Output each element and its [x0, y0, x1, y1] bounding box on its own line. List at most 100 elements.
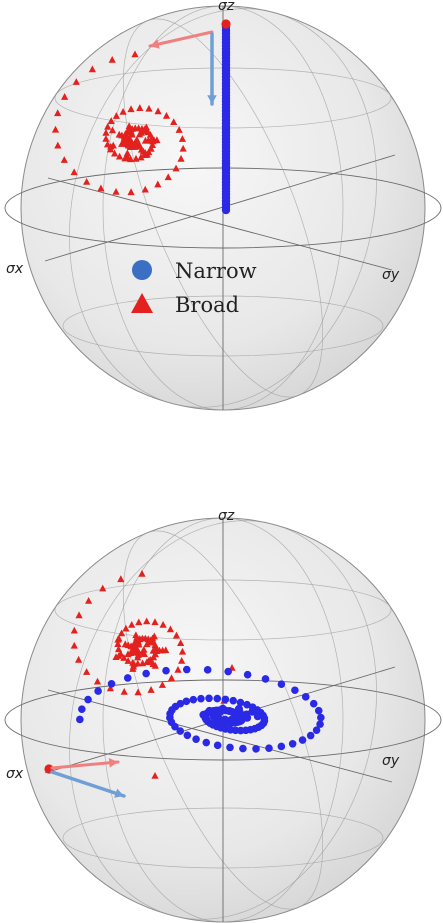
narrow-circle-point — [291, 686, 299, 695]
narrow-circle-point — [205, 706, 214, 715]
narrow-circle-point — [301, 693, 310, 701]
narrow-circle-point — [78, 705, 86, 713]
broad-triangle-point — [60, 156, 68, 163]
broad-triangle-point — [93, 677, 102, 685]
broad-triangle-point — [175, 126, 183, 133]
broad-triangle-point — [54, 141, 62, 149]
broad-triangle-point — [179, 144, 187, 152]
broad-triangle-point — [154, 107, 162, 115]
broad-triangle-point — [106, 684, 114, 692]
arrow-head — [150, 39, 160, 49]
bottom-axis-label-z: σz — [218, 508, 235, 524]
broad-triangle-point — [135, 618, 143, 626]
narrow-circle-point — [189, 695, 198, 704]
broad-triangle-point — [119, 107, 127, 115]
broad-triangle-point — [164, 173, 172, 181]
broad-triangle-point — [135, 130, 144, 138]
bottom-axis-label-x: σx — [6, 766, 24, 782]
broad-triangle-point — [122, 624, 130, 632]
legend-broad-triangle-marker — [131, 293, 153, 313]
narrow-circle-point — [199, 710, 208, 719]
narrow-circle-point — [221, 205, 231, 215]
top-narrow-trajectory — [221, 19, 231, 215]
sphere-meridian-c — [69, 8, 377, 408]
broad-triangle-point — [127, 188, 135, 196]
bottom-arrows — [50, 758, 126, 798]
broad-triangle-point — [123, 149, 131, 157]
broad-triangle-point — [172, 631, 181, 639]
arrow-head — [207, 95, 217, 104]
narrow-circle-point — [192, 735, 200, 743]
broad-triangle-point — [148, 141, 157, 149]
broad-triangle-point — [151, 618, 159, 626]
broad-triangle-point — [151, 772, 159, 779]
broad-triangle-point — [114, 635, 122, 643]
narrow-circle-point — [288, 739, 297, 748]
broad-triangle-point — [54, 109, 62, 117]
sphere-meridian-c — [69, 520, 377, 920]
broad-triangle-point — [70, 641, 78, 649]
broad-triangle-point — [114, 640, 122, 647]
broad-triangle-point — [108, 126, 117, 134]
broad-triangle-point — [97, 184, 105, 192]
narrow-circle-point — [317, 713, 325, 722]
narrow-circle-point — [253, 712, 262, 721]
broad-triangle-point — [166, 625, 175, 633]
broad-triangle-point — [72, 78, 80, 85]
narrow-circle-point — [243, 713, 252, 722]
narrow-circle-point — [218, 704, 227, 713]
top-axis-label-z: σz — [218, 0, 235, 14]
broad-triangle-point — [133, 644, 141, 652]
broad-triangle-point — [124, 657, 132, 664]
arrow-head — [108, 758, 118, 768]
broad-triangle-point — [108, 55, 116, 63]
broad-triangle-point — [99, 584, 107, 592]
narrow-circle-point — [314, 706, 323, 715]
broad-triangle-point — [178, 135, 187, 142]
broad-triangle-point — [112, 187, 120, 195]
legend-broad-label: Broad — [175, 293, 239, 317]
narrow-circle-point — [202, 738, 211, 747]
narrow-circle-point — [205, 694, 213, 703]
narrow-circle-point — [277, 742, 286, 751]
narrow-circle-point — [123, 674, 132, 682]
broad-triangle-point — [135, 640, 143, 648]
broad-triangle-point — [147, 686, 155, 693]
broad-triangle-point — [137, 153, 145, 161]
narrow-circle-point — [142, 669, 150, 678]
arrow-shaft — [50, 770, 126, 798]
broad-triangle-point — [158, 681, 167, 688]
narrow-circle-point — [176, 699, 185, 708]
narrow-circle-point — [203, 666, 212, 674]
narrow-circle-point — [221, 19, 231, 29]
broad-triangle-point — [112, 112, 120, 119]
broad-triangle-point — [120, 654, 128, 661]
bottom-axis-label-y: σy — [382, 753, 400, 769]
broad-triangle-point — [145, 656, 153, 664]
narrow-circle-point — [221, 695, 230, 704]
broad-triangle-point — [115, 652, 123, 659]
narrow-circle-point — [162, 666, 170, 675]
narrow-circle-point — [236, 716, 245, 725]
broad-triangle-point — [134, 688, 142, 696]
narrow-circle-point — [182, 665, 191, 674]
broad-triangle-point — [170, 118, 178, 126]
bottom-broad-trajectory — [70, 569, 236, 779]
broad-triangle-point — [162, 111, 171, 119]
broad-triangle-point — [117, 575, 125, 583]
broad-triangle-point — [88, 65, 96, 73]
bottom-narrow-trajectory — [44, 665, 325, 774]
top-arrows — [148, 30, 217, 106]
narrow-circle-point — [277, 680, 286, 689]
broad-triangle-point — [167, 674, 176, 682]
broad-triangle-point — [177, 154, 185, 162]
broad-triangle-point — [172, 164, 180, 172]
narrow-circle-point — [225, 707, 234, 716]
narrow-circle-point — [248, 707, 257, 716]
broad-triangle-point — [85, 597, 93, 604]
broad-triangle-point — [117, 629, 126, 637]
narrow-circle-point — [239, 744, 247, 753]
narrow-circle-point — [197, 694, 205, 703]
narrow-circle-point — [182, 697, 191, 706]
